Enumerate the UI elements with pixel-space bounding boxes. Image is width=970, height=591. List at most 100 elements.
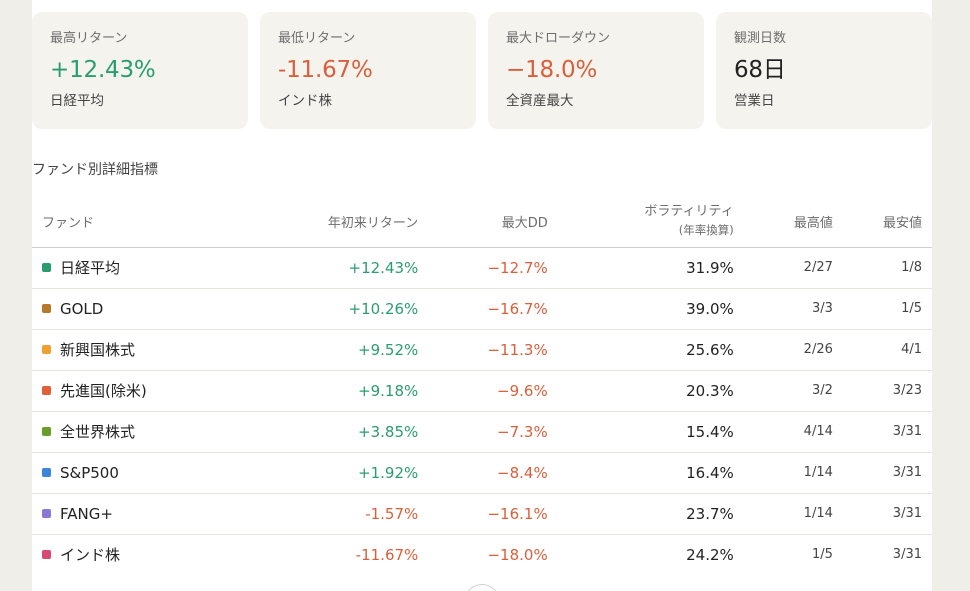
card-sub: 全資産最大 xyxy=(506,93,574,109)
card-sub: インド株 xyxy=(278,93,332,109)
series-color-swatch xyxy=(42,467,51,477)
table-row[interactable]: 日経平均 +12.43% −12.7% 31.9% 2/27 1/8 xyxy=(32,247,932,289)
table-row[interactable]: 全世界株式 +3.85% −7.3% 15.4% 4/14 3/31 xyxy=(32,411,932,453)
cell-high-date: 2/27 xyxy=(733,247,833,289)
series-color-swatch xyxy=(42,427,51,436)
cell-high-date: 1/5 xyxy=(811,547,833,563)
series-color-swatch xyxy=(42,508,51,518)
header-volatility-sub: (年率換算) xyxy=(678,223,734,238)
cell-max-dd: −9.6% xyxy=(418,370,548,412)
cell-low-date: 3/23 xyxy=(832,370,932,412)
cell-volatility: 20.3% xyxy=(547,370,734,412)
cell-max-dd: −7.3% xyxy=(418,411,548,453)
cell-high-date: 1/14 xyxy=(733,452,833,494)
cell-fund: FANG+ xyxy=(32,493,257,535)
table-header-row: ファンド 年初来リターン 最大DD ボラティリティ (年率換算) 最高値 最安値 xyxy=(32,196,932,248)
cell-max-dd: −18.0% xyxy=(487,545,548,564)
header-low[interactable]: 最安値 xyxy=(832,196,932,248)
fund-metrics-table: ファンド 年初来リターン 最大DD ボラティリティ (年率換算) 最高値 最安値… xyxy=(32,196,932,575)
cell-fund: 先進国(除米) xyxy=(32,370,257,412)
cell-max-dd: −16.7% xyxy=(418,288,548,330)
header-volatility-label: ボラティリティ xyxy=(644,204,734,220)
fund-name: インド株 xyxy=(60,546,121,565)
card-value: +12.43% xyxy=(50,57,156,83)
cell-volatility: 39.0% xyxy=(547,288,734,330)
cell-fund: 全世界株式 xyxy=(32,411,257,453)
table-row[interactable]: 新興国株式 +9.52% −11.3% 25.6% 2/26 4/1 xyxy=(32,329,932,371)
card-max-return: 最高リターン +12.43% 日経平均 xyxy=(32,12,248,129)
cell-low-date: 3/31 xyxy=(892,547,922,563)
series-color-swatch xyxy=(42,303,51,313)
cell-high-date: 1/14 xyxy=(733,493,833,535)
cell-volatility: 15.4% xyxy=(547,411,734,453)
fund-name: S&P500 xyxy=(60,463,119,482)
cell-fund: GOLD xyxy=(32,288,257,330)
card-sub: 日経平均 xyxy=(50,93,104,109)
card-label: 最大ドローダウン xyxy=(506,31,611,46)
card-label: 最高リターン xyxy=(50,31,128,46)
cell-high-date: 3/3 xyxy=(733,288,833,330)
series-color-swatch xyxy=(42,263,51,272)
cell-low-date: 3/31 xyxy=(832,452,932,494)
card-value: 68日 xyxy=(734,57,786,83)
cell-low-date: 1/5 xyxy=(832,288,932,330)
cell-low-date: 3/31 xyxy=(832,411,932,453)
cell-high-date: 3/2 xyxy=(733,370,833,412)
header-max-dd[interactable]: 最大DD xyxy=(418,196,548,248)
cell-fund: S&P500 xyxy=(32,452,257,494)
fund-name: 新興国株式 xyxy=(60,341,136,359)
card-min-return: 最低リターン -11.67% インド株 xyxy=(260,12,476,129)
cell-volatility: 25.6% xyxy=(547,329,734,371)
cell-ytd-return: -11.67% xyxy=(355,545,419,564)
card-label: 最低リターン xyxy=(278,31,356,46)
summary-cards: 最高リターン +12.43% 日経平均 最低リターン -11.67% インド株 … xyxy=(32,12,932,129)
cell-max-dd: −12.7% xyxy=(418,247,548,289)
fund-name: FANG+ xyxy=(60,504,113,523)
header-high[interactable]: 最高値 xyxy=(733,196,833,248)
cell-ytd-return: +10.26% xyxy=(256,288,419,330)
card-value: −18.0% xyxy=(506,57,598,83)
table-row[interactable]: GOLD +10.26% −16.7% 39.0% 3/3 1/5 xyxy=(32,288,932,330)
cell-fund: 日経平均 xyxy=(32,247,257,289)
header-ytd-return[interactable]: 年初来リターン xyxy=(256,196,419,248)
cell-max-dd: −8.4% xyxy=(418,452,548,494)
cell-fund: インド株 xyxy=(32,534,256,575)
table-row[interactable]: 先進国(除米) +9.18% −9.6% 20.3% 3/2 3/23 xyxy=(32,370,932,412)
dashboard-panel: 最高リターン +12.43% 日経平均 最低リターン -11.67% インド株 … xyxy=(32,0,932,591)
card-max-drawdown: 最大ドローダウン −18.0% 全資産最大 xyxy=(488,12,704,129)
cell-low-date: 3/31 xyxy=(832,493,932,535)
card-label: 観測日数 xyxy=(734,31,787,46)
section-title: ファンド別詳細指標 xyxy=(32,162,158,178)
card-value: -11.67% xyxy=(278,57,373,83)
table-body: 日経平均 +12.43% −12.7% 31.9% 2/27 1/8 GOLD +10.26%… xyxy=(32,247,932,575)
cell-volatility: 16.4% xyxy=(547,452,734,494)
cell-max-dd: −11.3% xyxy=(418,329,548,371)
series-color-swatch xyxy=(42,345,51,354)
cell-volatility: 23.7% xyxy=(547,493,734,535)
table-row[interactable]: FANG+ -1.57% −16.1% 23.7% 1/14 3/31 xyxy=(32,493,932,535)
header-fund[interactable]: ファンド xyxy=(32,196,257,248)
cell-volatility: 31.9% xyxy=(547,247,734,289)
cell-fund: 新興国株式 xyxy=(32,329,257,371)
fund-name: 全世界株式 xyxy=(60,423,136,441)
table-row[interactable]: S&P500 +1.92% −8.4% 16.4% 1/14 3/31 xyxy=(32,452,932,494)
cell-ytd-return: +9.18% xyxy=(256,370,419,412)
cell-ytd-return: +12.43% xyxy=(256,247,419,289)
fund-name: GOLD xyxy=(60,299,104,318)
cell-low-date: 4/1 xyxy=(832,329,932,371)
cell-ytd-return: -1.57% xyxy=(256,493,419,535)
cell-high-date: 4/14 xyxy=(733,411,833,453)
cell-low-date: 1/8 xyxy=(832,247,932,289)
card-observation-days: 観測日数 68日 営業日 xyxy=(716,12,932,129)
table-row[interactable]: インド株 -11.67% −18.0% 24.2% 1/5 3/31 xyxy=(32,534,932,575)
fund-name: 日経平均 xyxy=(60,259,121,277)
card-sub: 営業日 xyxy=(734,93,775,109)
cell-ytd-return: +1.92% xyxy=(256,452,419,494)
cell-ytd-return: +3.85% xyxy=(256,411,419,453)
cell-volatility: 24.2% xyxy=(686,545,734,564)
header-volatility[interactable]: ボラティリティ (年率換算) xyxy=(547,196,734,248)
cell-ytd-return: +9.52% xyxy=(256,329,419,371)
cell-high-date: 2/26 xyxy=(733,329,833,371)
scroll-button[interactable] xyxy=(464,584,500,591)
cell-max-dd: −16.1% xyxy=(418,493,548,535)
